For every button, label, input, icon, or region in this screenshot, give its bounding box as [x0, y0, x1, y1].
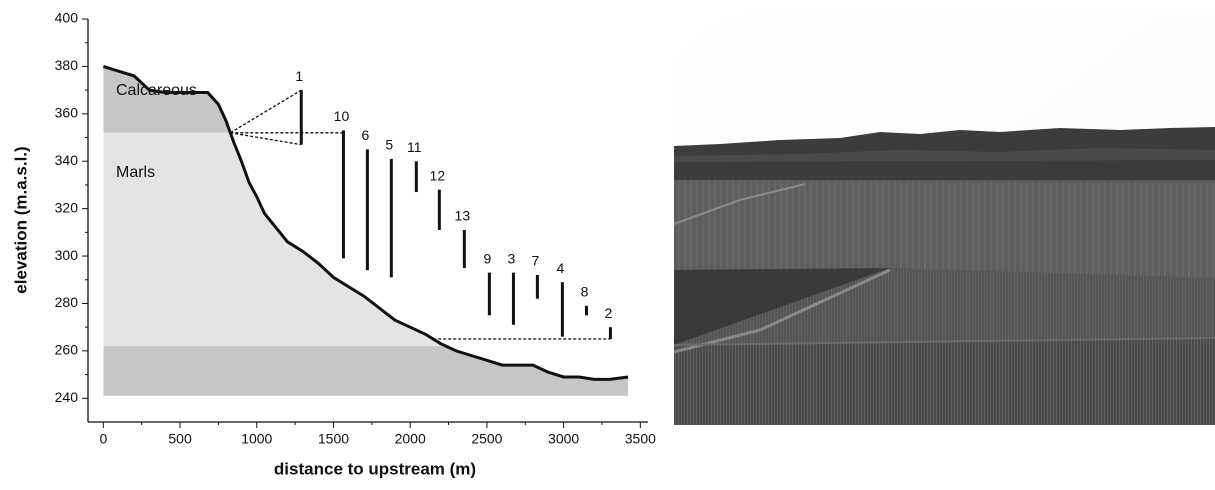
- interval-label: 4: [556, 260, 564, 276]
- x-tick-label: 500: [168, 431, 192, 447]
- interval-label: 11: [407, 139, 422, 155]
- interval-label: 13: [455, 208, 471, 224]
- y-tick-label: 380: [55, 57, 79, 73]
- x-tick-label: 3500: [625, 431, 656, 447]
- y-tick-label: 340: [55, 152, 79, 168]
- y-tick-label: 360: [55, 105, 79, 121]
- y-tick-label: 240: [55, 389, 79, 405]
- photo: [673, 15, 1215, 425]
- x-tick-label: 2000: [395, 431, 426, 447]
- interval-label: 1: [295, 68, 303, 84]
- y-tick-label: 400: [55, 10, 79, 26]
- layers: [103, 66, 629, 396]
- layer: [103, 66, 629, 133]
- x-tick-label: 1500: [318, 431, 349, 447]
- interval-label: 5: [385, 137, 393, 153]
- layer-label: Marls: [116, 164, 155, 181]
- x-tick-label: 2500: [471, 431, 502, 447]
- interval-label: 10: [334, 108, 350, 124]
- y-tick-label: 320: [55, 199, 79, 215]
- interval-label: 6: [361, 127, 369, 143]
- y-tick-label: 280: [55, 294, 79, 310]
- y-tick-label: 260: [55, 342, 79, 358]
- x-tick-label: 0: [99, 431, 107, 447]
- layer: [103, 132, 629, 347]
- interval-label: 9: [483, 250, 491, 266]
- x-axis-title: distance to upstream (m): [274, 459, 476, 478]
- interval-label: 12: [430, 167, 446, 183]
- y-tick-label: 300: [55, 247, 79, 263]
- y-axis-title: elevation (m.a.s.l.): [11, 146, 30, 293]
- profile-line: [102, 64, 629, 381]
- connector: [230, 132, 302, 146]
- x-tick-label: 1000: [241, 431, 272, 447]
- connector: [230, 89, 302, 134]
- interval-label: 2: [605, 305, 613, 321]
- interval-label: 7: [531, 253, 539, 269]
- x-tick-label: 3000: [548, 431, 579, 447]
- interval-label: 8: [581, 284, 589, 300]
- interval-label: 3: [508, 250, 516, 266]
